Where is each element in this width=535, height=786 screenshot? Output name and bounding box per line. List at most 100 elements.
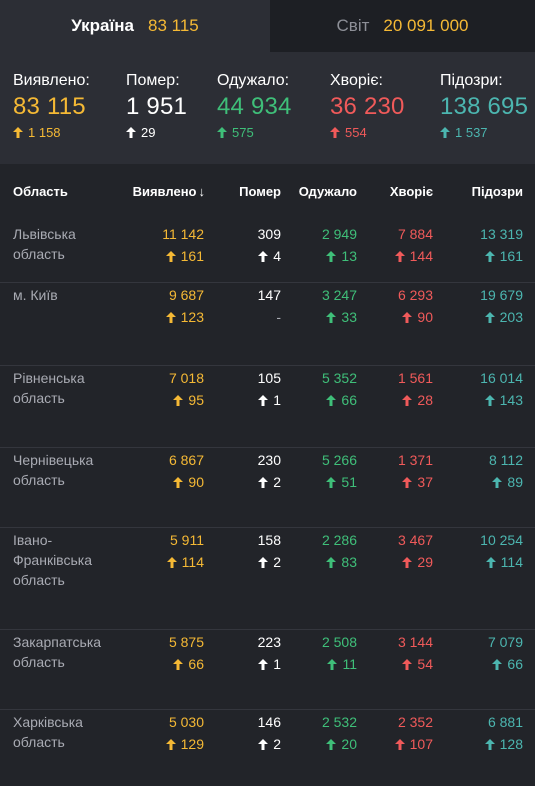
tab-ukraine-label: Україна (71, 16, 135, 35)
cell-died: 146 2 (258, 712, 281, 754)
column-header-region[interactable]: Область (13, 184, 68, 199)
tab-ukraine[interactable]: Україна 83 115 (0, 0, 270, 52)
table-row[interactable]: Харківська область 5 030 129 146 2 2 532 20 2 35… (0, 710, 535, 786)
arrow-up-icon (326, 476, 337, 488)
cell-died-value: 105 (257, 370, 281, 386)
stat-suspected-label: Підозри: (440, 72, 503, 89)
arrow-up-icon (402, 311, 413, 323)
column-header-died[interactable]: Помер (239, 184, 281, 199)
cell-suspected-delta: 128 (484, 734, 523, 754)
tab-ukraine-count: 83 115 (148, 16, 199, 35)
cell-detected-value: 5 911 (170, 532, 204, 548)
region-name-line: Рівненська (13, 370, 85, 386)
stat-died-delta-value: 29 (141, 125, 156, 140)
cell-recovered: 2 532 20 (322, 712, 357, 754)
stat-sick: Хворіє: 36 230 554 (330, 72, 405, 140)
cell-sick-delta-value: 37 (417, 474, 433, 490)
cell-detected-delta: 66 (169, 654, 204, 674)
cell-detected-delta-value: 161 (180, 248, 204, 264)
cell-died: 309 4 (258, 224, 281, 266)
cell-suspected: 19 679 203 (480, 285, 523, 327)
stat-died: Помер: 1 951 29 (126, 72, 187, 140)
cell-sick-delta-value: 144 (409, 248, 433, 264)
arrow-up-icon (326, 311, 337, 323)
cell-sick-delta: 37 (398, 472, 433, 492)
cell-recovered-delta: 33 (322, 307, 357, 327)
cell-suspected-value: 19 679 (480, 287, 523, 303)
region-name-line: область (13, 572, 65, 588)
cell-sick-delta-value: 90 (417, 309, 433, 325)
region-name: Рівненська область (13, 368, 85, 408)
cell-sick-delta: 29 (398, 552, 433, 572)
stat-sick-value: 36 230 (330, 93, 405, 120)
column-header-detected[interactable]: Виявлено ↓ (133, 184, 205, 199)
region-table-body: Львівська область 11 142 161 309 4 2 949 13 7 88… (0, 222, 535, 786)
cell-detected-delta-value: 123 (180, 309, 204, 325)
cell-detected-value: 5 030 (168, 714, 204, 730)
region-name-line: область (13, 390, 65, 406)
cell-recovered: 2 508 11 (322, 632, 357, 674)
cell-detected: 6 867 90 (169, 450, 204, 492)
cell-died-delta: 2 (258, 734, 281, 754)
cell-died-delta: 1 (258, 654, 281, 674)
table-row[interactable]: м. Київ 9 687 123 147 - 3 247 33 6 293 90 19 679 2… (0, 283, 535, 366)
stat-recovered: Одужало: 44 934 575 (217, 72, 292, 140)
cell-suspected-delta: 143 (480, 390, 523, 410)
cell-detected-delta-value: 114 (181, 554, 204, 570)
cell-suspected-delta-value: 89 (507, 474, 523, 490)
tab-world[interactable]: Світ 20 091 000 (270, 0, 535, 52)
table-header: Область Виявлено ↓ Помер Одужало Хворіє П… (0, 164, 535, 222)
cell-died-delta: 2 (258, 552, 281, 572)
cell-recovered-value: 2 508 (321, 634, 357, 650)
cell-died: 223 1 (258, 632, 281, 674)
cell-suspected: 13 319 161 (480, 224, 523, 266)
table-row[interactable]: Рівненська область 7 018 95 105 1 5 352 66 1 561… (0, 366, 535, 448)
cell-recovered-delta-value: 13 (341, 248, 357, 264)
cell-recovered-value: 2 286 (321, 532, 357, 548)
cell-sick: 7 884 144 (394, 224, 433, 266)
cell-suspected-value: 13 319 (480, 226, 523, 242)
cell-detected-value: 6 867 (168, 452, 204, 468)
cell-detected-delta: 123 (165, 307, 204, 327)
arrow-up-icon (258, 476, 269, 488)
cell-detected-delta-value: 95 (188, 392, 204, 408)
region-name-line: область (13, 734, 65, 750)
column-header-recovered[interactable]: Одужало (298, 184, 357, 199)
arrow-up-icon (402, 476, 413, 488)
stat-recovered-label: Одужало: (217, 72, 290, 89)
arrow-up-icon (258, 250, 269, 262)
cell-died-delta-value: 4 (273, 248, 281, 264)
cell-sick: 3 467 29 (398, 530, 433, 572)
cell-sick: 3 144 54 (398, 632, 433, 674)
stat-recovered-value: 44 934 (217, 93, 292, 120)
cell-suspected-delta-value: 66 (507, 656, 523, 672)
arrow-up-icon (326, 738, 337, 750)
cell-detected-value: 7 018 (168, 370, 204, 386)
stat-died-label: Помер: (126, 72, 180, 89)
cell-died-value: 146 (257, 714, 281, 730)
cell-detected-delta: 129 (165, 734, 204, 754)
table-row[interactable]: Івано- Франківська область 5 911 114 158 2 2 28… (0, 528, 535, 630)
cell-recovered-value: 5 266 (321, 452, 357, 468)
cell-died-value: 147 (257, 287, 281, 303)
arrow-up-icon (326, 250, 337, 262)
arrow-up-icon (327, 658, 338, 670)
table-row[interactable]: Закарпатська область 5 875 66 223 1 2 508 11 3 1… (0, 630, 535, 710)
arrow-up-icon (492, 658, 503, 670)
cell-died-delta-value: 2 (273, 736, 281, 752)
arrow-up-icon (258, 394, 269, 406)
cell-died-value: 223 (257, 634, 281, 650)
column-header-suspected[interactable]: Підозри (471, 184, 523, 199)
cell-sick-delta: 54 (398, 654, 433, 674)
region-name-line: Івано- (13, 532, 53, 548)
column-header-sick[interactable]: Хворіє (389, 184, 433, 199)
cell-recovered: 5 266 51 (322, 450, 357, 492)
table-row[interactable]: Львівська область 11 142 161 309 4 2 949 13 7 88… (0, 222, 535, 283)
table-row[interactable]: Чернівецька область 6 867 90 230 2 5 266 51 1 37… (0, 448, 535, 528)
cell-recovered-delta: 11 (322, 654, 357, 674)
cell-died-delta-value: 1 (273, 392, 281, 408)
cell-suspected-delta-value: 143 (499, 392, 523, 408)
arrow-up-icon (13, 127, 23, 138)
cell-suspected: 10 254 114 (480, 530, 523, 572)
arrow-up-icon (394, 738, 405, 750)
